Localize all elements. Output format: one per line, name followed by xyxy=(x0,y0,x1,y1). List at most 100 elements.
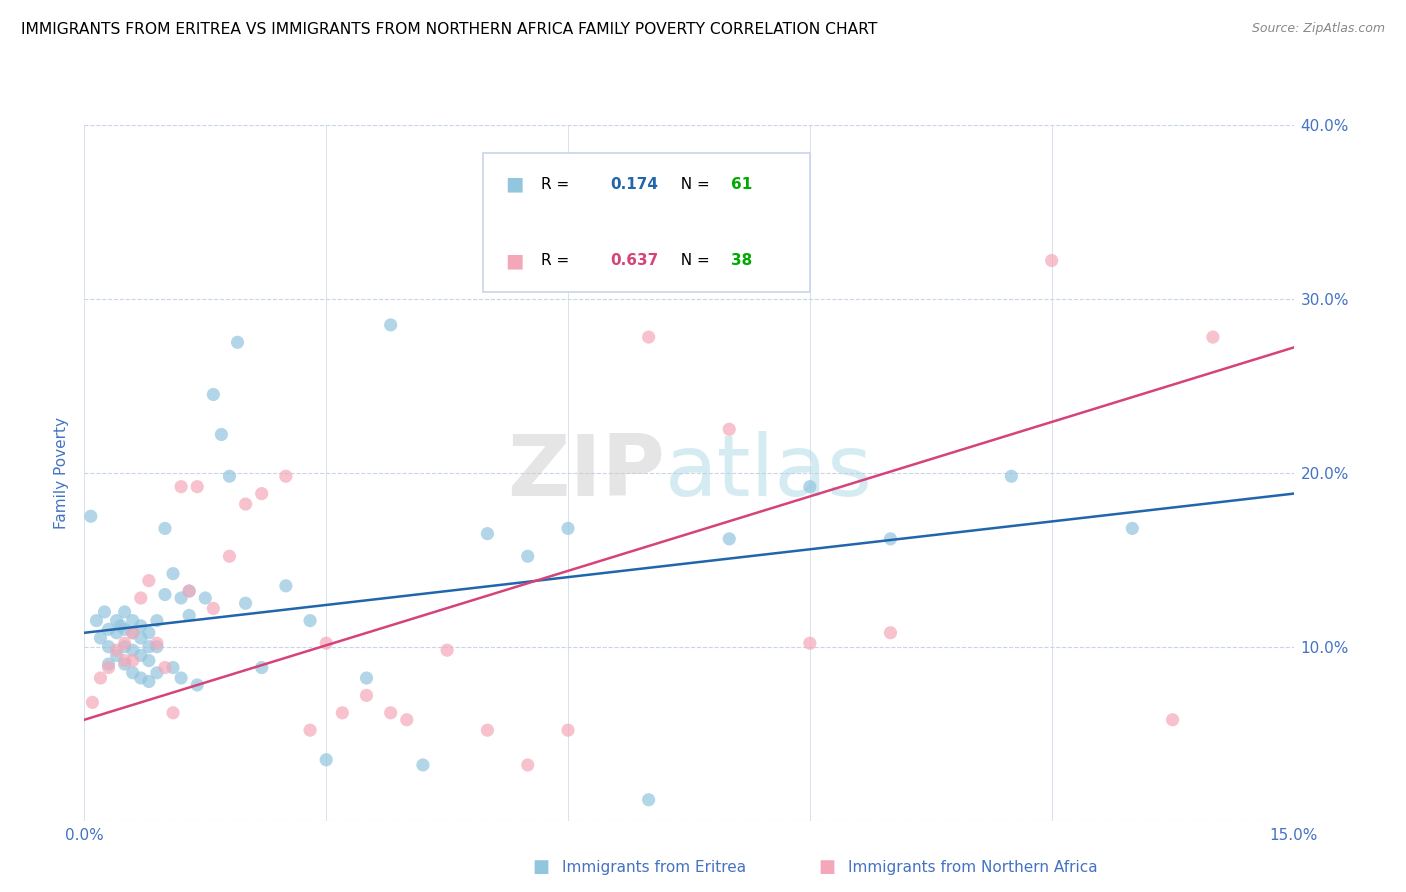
Point xyxy=(97,660,120,674)
Point xyxy=(105,625,128,640)
Point xyxy=(477,723,499,738)
Point xyxy=(114,657,136,671)
Point xyxy=(153,587,176,601)
Point xyxy=(637,793,659,807)
Point xyxy=(138,654,160,668)
Point xyxy=(356,671,378,685)
Point xyxy=(138,625,160,640)
Point xyxy=(162,566,184,581)
Point xyxy=(1161,713,1184,727)
Point xyxy=(170,480,193,494)
Point xyxy=(114,654,136,668)
Point xyxy=(879,532,901,546)
Point xyxy=(209,427,232,442)
Point xyxy=(218,469,240,483)
Text: N =: N = xyxy=(671,177,714,192)
Text: ■: ■ xyxy=(505,251,523,270)
Point xyxy=(412,758,434,772)
Point xyxy=(250,486,273,500)
Point xyxy=(557,723,579,738)
Point xyxy=(129,591,152,605)
Point xyxy=(1121,521,1143,535)
Point xyxy=(114,623,136,637)
Text: Immigrants from Northern Africa: Immigrants from Northern Africa xyxy=(848,860,1098,874)
Point xyxy=(129,671,152,685)
Point xyxy=(97,657,120,671)
Point xyxy=(153,521,176,535)
Point xyxy=(105,643,128,657)
Point xyxy=(218,549,240,564)
Text: 61: 61 xyxy=(731,177,752,192)
Point xyxy=(146,640,169,654)
Point xyxy=(129,619,152,633)
Point xyxy=(93,605,115,619)
Point xyxy=(153,660,176,674)
Point xyxy=(129,631,152,645)
Text: ZIP: ZIP xyxy=(508,431,665,515)
Point xyxy=(250,660,273,674)
Point xyxy=(436,643,458,657)
Point xyxy=(114,640,136,654)
Text: IMMIGRANTS FROM ERITREA VS IMMIGRANTS FROM NORTHERN AFRICA FAMILY POVERTY CORREL: IMMIGRANTS FROM ERITREA VS IMMIGRANTS FR… xyxy=(21,22,877,37)
Point xyxy=(170,591,193,605)
Point xyxy=(162,706,184,720)
Point xyxy=(356,689,378,703)
Point xyxy=(97,640,120,654)
Point xyxy=(315,753,337,767)
Point xyxy=(179,584,201,599)
Point xyxy=(330,706,353,720)
Point xyxy=(235,596,257,610)
Point xyxy=(274,579,297,593)
Text: ■: ■ xyxy=(533,858,550,876)
Point xyxy=(105,614,128,628)
Point xyxy=(274,469,297,483)
Text: 38: 38 xyxy=(731,253,752,268)
Point xyxy=(121,625,143,640)
Point xyxy=(380,706,402,720)
Point xyxy=(170,671,193,685)
Point xyxy=(879,625,901,640)
Point xyxy=(718,422,741,436)
Point xyxy=(186,678,208,692)
Point xyxy=(146,665,169,680)
Y-axis label: Family Poverty: Family Poverty xyxy=(53,417,69,529)
Point xyxy=(1040,253,1063,268)
Point xyxy=(299,723,322,738)
Point xyxy=(1202,330,1225,344)
Point xyxy=(82,695,104,709)
Point xyxy=(138,574,160,588)
Point xyxy=(235,497,257,511)
Text: Immigrants from Eritrea: Immigrants from Eritrea xyxy=(562,860,747,874)
Point xyxy=(121,654,143,668)
Text: 0.174: 0.174 xyxy=(610,177,658,192)
Point xyxy=(557,521,579,535)
Text: N =: N = xyxy=(671,253,714,268)
Point xyxy=(114,605,136,619)
Point xyxy=(226,335,249,350)
Point xyxy=(110,619,132,633)
Point xyxy=(105,648,128,663)
Point xyxy=(718,532,741,546)
Point xyxy=(637,330,659,344)
Point xyxy=(799,480,821,494)
Point xyxy=(299,614,322,628)
Point xyxy=(86,614,108,628)
Point xyxy=(121,614,143,628)
Text: ■: ■ xyxy=(505,175,523,194)
Point xyxy=(97,623,120,637)
Point xyxy=(80,509,103,524)
Point xyxy=(121,643,143,657)
Point xyxy=(186,480,208,494)
Point xyxy=(516,549,538,564)
Point xyxy=(380,318,402,332)
Text: Source: ZipAtlas.com: Source: ZipAtlas.com xyxy=(1251,22,1385,36)
Point xyxy=(315,636,337,650)
Point xyxy=(162,660,184,674)
FancyBboxPatch shape xyxy=(484,153,810,292)
Point xyxy=(114,636,136,650)
Text: atlas: atlas xyxy=(665,431,873,515)
Point xyxy=(89,671,111,685)
Point xyxy=(138,640,160,654)
Point xyxy=(179,584,201,599)
Point xyxy=(121,665,143,680)
